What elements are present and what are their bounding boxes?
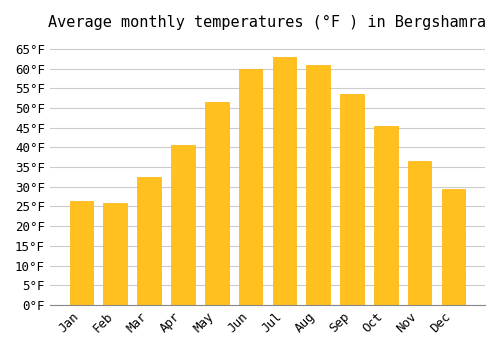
Bar bbox=[238, 69, 262, 305]
Bar bbox=[104, 203, 127, 305]
Bar bbox=[374, 126, 398, 305]
Bar bbox=[70, 201, 94, 305]
Bar bbox=[272, 57, 296, 305]
Bar bbox=[171, 145, 194, 305]
Bar bbox=[442, 189, 465, 305]
Title: Average monthly temperatures (°F ) in Bergshamra: Average monthly temperatures (°F ) in Be… bbox=[48, 15, 486, 30]
Bar bbox=[138, 177, 161, 305]
Bar bbox=[340, 94, 364, 305]
Bar bbox=[306, 64, 330, 305]
Bar bbox=[205, 102, 229, 305]
Bar bbox=[408, 161, 432, 305]
